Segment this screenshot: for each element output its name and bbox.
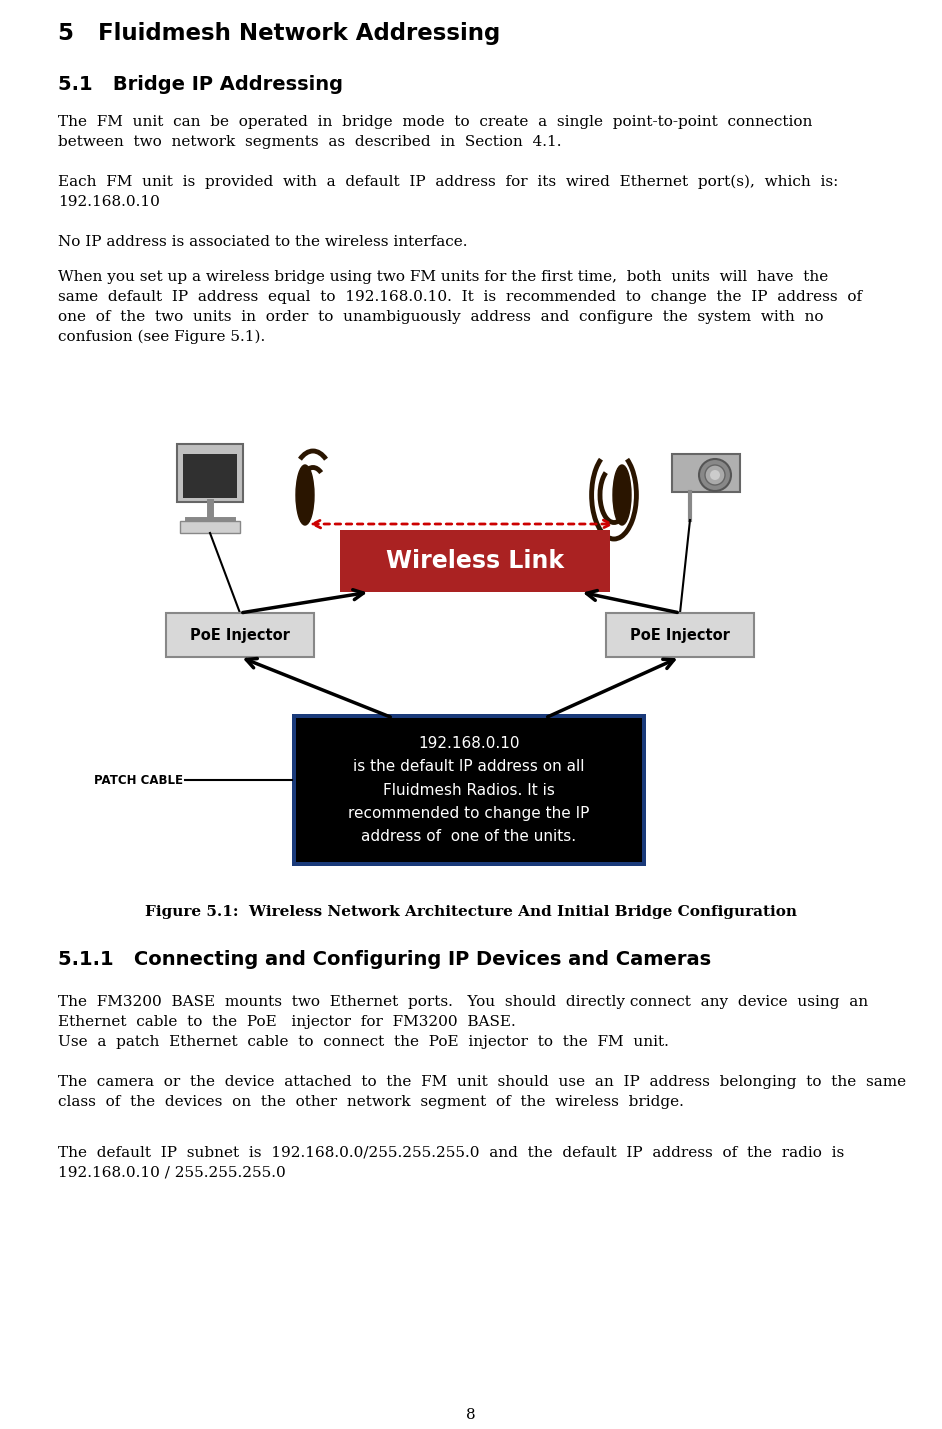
Text: Use  a  patch  Ethernet  cable  to  connect  the  PoE  injector  to  the  FM  un: Use a patch Ethernet cable to connect th… bbox=[58, 1035, 669, 1049]
Circle shape bbox=[705, 464, 725, 484]
Text: PoE Injector: PoE Injector bbox=[630, 627, 730, 643]
Text: 192.168.0.10 / 255.255.255.0: 192.168.0.10 / 255.255.255.0 bbox=[58, 1165, 285, 1179]
FancyBboxPatch shape bbox=[606, 613, 754, 657]
Ellipse shape bbox=[296, 464, 314, 524]
Text: between  two  network  segments  as  described  in  Section  4.1.: between two network segments as describe… bbox=[58, 134, 561, 149]
FancyBboxPatch shape bbox=[672, 454, 740, 492]
FancyBboxPatch shape bbox=[166, 613, 314, 657]
Text: Ethernet  cable  to  the  PoE   injector  for  FM3200  BASE.: Ethernet cable to the PoE injector for F… bbox=[58, 1015, 516, 1029]
Text: No IP address is associated to the wireless interface.: No IP address is associated to the wirel… bbox=[58, 234, 467, 249]
Text: 5   Fluidmesh Network Addressing: 5 Fluidmesh Network Addressing bbox=[58, 21, 500, 44]
Text: PATCH CABLE: PATCH CABLE bbox=[94, 773, 183, 786]
Text: 8: 8 bbox=[466, 1408, 476, 1422]
Text: The  default  IP  subnet  is  192.168.0.0/255.255.255.0  and  the  default  IP  : The default IP subnet is 192.168.0.0/255… bbox=[58, 1145, 844, 1159]
Text: Figure 5.1:  Wireless Network Architecture And Initial Bridge Configuration: Figure 5.1: Wireless Network Architectur… bbox=[145, 905, 797, 919]
Text: Each  FM  unit  is  provided  with  a  default  IP  address  for  its  wired  Et: Each FM unit is provided with a default … bbox=[58, 174, 838, 190]
Text: class  of  the  devices  on  the  other  network  segment  of  the  wireless  br: class of the devices on the other networ… bbox=[58, 1095, 684, 1109]
Text: same  default  IP  address  equal  to  192.168.0.10.  It  is  recommended  to  c: same default IP address equal to 192.168… bbox=[58, 290, 862, 304]
Ellipse shape bbox=[613, 464, 631, 524]
Text: The  FM3200  BASE  mounts  two  Ethernet  ports.   You  should  directly connect: The FM3200 BASE mounts two Ethernet port… bbox=[58, 995, 869, 1009]
FancyBboxPatch shape bbox=[183, 454, 237, 497]
Text: 192.168.0.10
is the default IP address on all
Fluidmesh Radios. It is
recommende: 192.168.0.10 is the default IP address o… bbox=[349, 736, 590, 845]
Text: 5.1   Bridge IP Addressing: 5.1 Bridge IP Addressing bbox=[58, 74, 343, 94]
Text: When you set up a wireless bridge using two FM units for the first time,  both  : When you set up a wireless bridge using … bbox=[58, 270, 828, 284]
Text: 5.1.1   Connecting and Configuring IP Devices and Cameras: 5.1.1 Connecting and Configuring IP Devi… bbox=[58, 950, 711, 969]
Text: PoE Injector: PoE Injector bbox=[190, 627, 290, 643]
Text: one  of  the  two  units  in  order  to  unambiguously  address  and  configure : one of the two units in order to unambig… bbox=[58, 310, 823, 324]
FancyBboxPatch shape bbox=[340, 530, 610, 592]
Text: The  camera  or  the  device  attached  to  the  FM  unit  should  use  an  IP  : The camera or the device attached to the… bbox=[58, 1075, 906, 1089]
Text: The  FM  unit  can  be  operated  in  bridge  mode  to  create  a  single  point: The FM unit can be operated in bridge mo… bbox=[58, 114, 812, 129]
Text: Wireless Link: Wireless Link bbox=[386, 549, 564, 573]
FancyBboxPatch shape bbox=[180, 522, 240, 533]
FancyBboxPatch shape bbox=[292, 714, 646, 866]
Circle shape bbox=[710, 470, 720, 480]
Text: confusion (see Figure 5.1).: confusion (see Figure 5.1). bbox=[58, 330, 266, 344]
FancyBboxPatch shape bbox=[177, 444, 243, 502]
Circle shape bbox=[699, 459, 731, 492]
FancyBboxPatch shape bbox=[296, 717, 642, 862]
Text: 192.168.0.10: 192.168.0.10 bbox=[58, 194, 160, 209]
FancyArrowPatch shape bbox=[313, 520, 611, 527]
